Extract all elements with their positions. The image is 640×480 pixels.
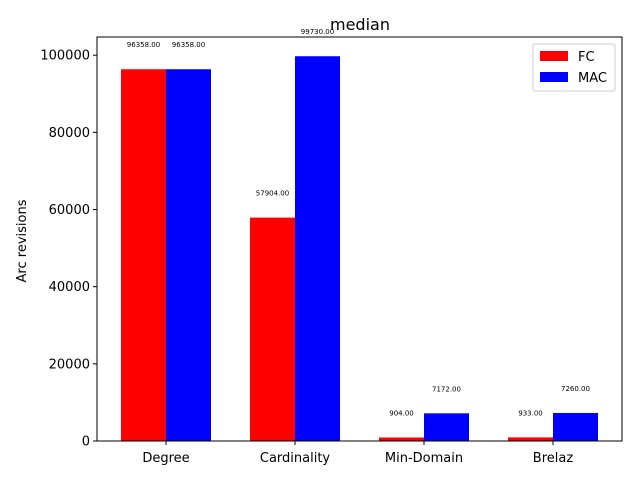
legend-swatch-fc — [540, 51, 568, 61]
y-tick-label: 40000 — [49, 280, 90, 295]
y-tick-label: 20000 — [49, 357, 90, 372]
data-label-fc-cardinality: 57904.00 — [256, 190, 289, 198]
legend-label-mac: MAC — [578, 71, 607, 86]
bar-fc-cardinality — [250, 217, 295, 441]
y-axis-label: Arc revisions — [15, 199, 30, 282]
data-label-mac-brelaz: 7260.00 — [561, 385, 590, 393]
x-tick-label: Brelaz — [533, 451, 574, 466]
bars-layer — [121, 56, 598, 442]
x-axis: Degree Cardinality Min-Domain Brelaz — [142, 441, 573, 466]
legend-label-fc: FC — [578, 50, 595, 65]
data-label-fc-degree: 96358.00 — [127, 41, 160, 49]
data-labels-layer: 96358.00 96358.00 57904.00 99730.00 904.00 71… — [127, 28, 590, 417]
bar-mac-degree — [166, 69, 211, 442]
bar-fc-brelaz — [508, 437, 553, 441]
x-tick-label: Min-Domain — [385, 451, 463, 466]
y-tick-label: 0 — [82, 435, 90, 450]
legend-swatch-mac — [540, 72, 568, 82]
x-tick-label: Cardinality — [260, 451, 331, 466]
data-label-mac-degree: 96358.00 — [172, 41, 205, 49]
y-tick-label: 100000 — [40, 49, 90, 64]
x-tick-label: Degree — [142, 451, 189, 466]
plot-frame — [96, 36, 623, 442]
bar-mac-cardinality — [295, 56, 340, 441]
data-label-fc-min-domain: 904.00 — [389, 410, 414, 418]
bar-mac-min-domain — [424, 413, 469, 441]
data-label-mac-cardinality: 99730.00 — [301, 28, 334, 36]
y-tick-label: 80000 — [49, 126, 90, 141]
y-axis: 0 20000 40000 60000 80000 100000 — [40, 49, 97, 450]
bar-fc-min-domain — [379, 437, 424, 441]
y-tick-label: 60000 — [49, 203, 90, 218]
data-label-fc-brelaz: 933.00 — [518, 409, 543, 417]
data-label-mac-min-domain: 7172.00 — [432, 385, 461, 393]
bar-fc-degree — [121, 69, 166, 442]
legend: FC MAC — [532, 43, 616, 92]
bar-mac-brelaz — [553, 412, 598, 441]
chart-title: median — [330, 15, 390, 34]
